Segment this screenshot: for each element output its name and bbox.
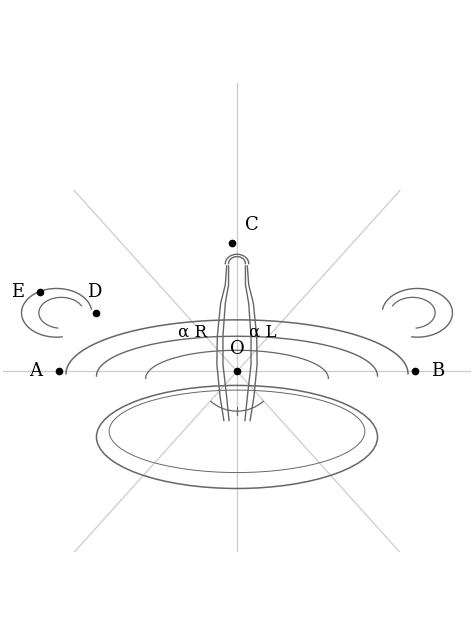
Text: A: A (29, 363, 43, 380)
Text: α L: α L (249, 324, 276, 341)
Text: B: B (431, 363, 445, 380)
Text: O: O (229, 340, 245, 358)
Text: D: D (87, 283, 101, 301)
Text: C: C (246, 216, 259, 234)
Text: α R: α R (178, 324, 207, 341)
Text: E: E (11, 283, 24, 301)
